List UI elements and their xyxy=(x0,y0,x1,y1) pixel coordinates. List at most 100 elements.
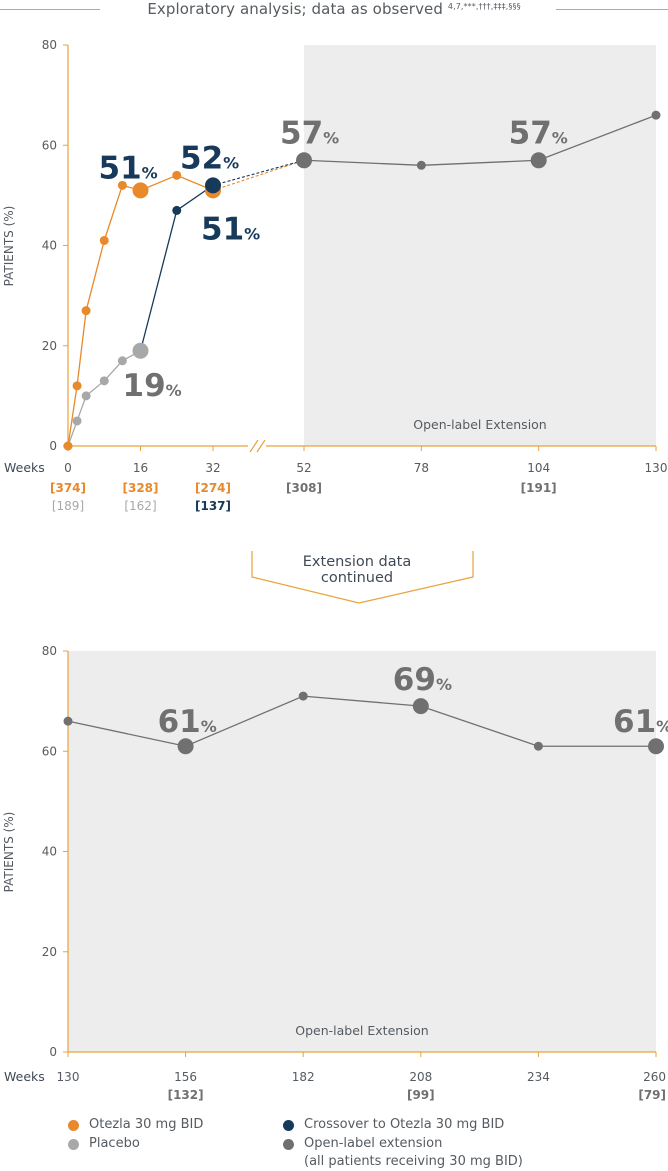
n-label: [374] xyxy=(50,481,86,495)
data-point-otezla xyxy=(172,170,182,180)
dashed-link xyxy=(212,159,305,186)
series-line-ole xyxy=(67,695,656,747)
legend-item-ole: Open-label extension (all patients recei… xyxy=(283,1135,523,1171)
x-tick-label: 104 xyxy=(527,461,550,475)
value-percent: % xyxy=(142,163,158,182)
data-point-otezla xyxy=(81,306,91,316)
connector-bracket xyxy=(251,551,474,604)
y-tick-label: 60 xyxy=(42,744,57,758)
data-point-otezla xyxy=(63,441,73,451)
y-tick-label: 60 xyxy=(42,138,57,152)
legend-swatch-otezla xyxy=(68,1120,79,1131)
value-label: 19% xyxy=(123,368,182,404)
n-label: [162] xyxy=(124,499,156,513)
x-axis-word: Weeks xyxy=(4,1069,45,1084)
legend-item-crossover: Crossover to Otezla 30 mg BID xyxy=(283,1116,504,1134)
data-point-placebo xyxy=(117,356,127,366)
chart-header: Exploratory analysis; data as observed 4… xyxy=(0,0,668,18)
axis-break-mark xyxy=(249,439,259,453)
n-label: [79] xyxy=(638,1088,666,1102)
data-point-ole xyxy=(63,716,73,726)
data-point-ole xyxy=(416,160,426,170)
legend-label-otezla: Otezla 30 mg BID xyxy=(89,1117,204,1132)
y-tick-label: 80 xyxy=(42,38,57,52)
connector-label-line2: continued xyxy=(321,570,393,586)
data-point-placebo xyxy=(99,376,109,386)
data-point-crossover xyxy=(172,205,182,215)
highlight-point-ole xyxy=(296,152,312,169)
series-line-otezla xyxy=(67,174,214,447)
value-percent: % xyxy=(244,224,260,243)
value-number: 57 xyxy=(509,115,552,151)
highlight-point-ole xyxy=(412,698,429,715)
x-tick-label: 182 xyxy=(292,1070,315,1084)
data-point-placebo xyxy=(81,391,91,401)
value-label: 51% xyxy=(201,211,260,247)
axis-break-mark xyxy=(256,439,266,453)
x-tick-label: 156 xyxy=(174,1070,197,1084)
dashed-link xyxy=(212,159,305,191)
value-label: 69% xyxy=(393,662,452,698)
y-tick-label: 20 xyxy=(42,945,57,959)
x-tick-label: 130 xyxy=(57,1070,80,1084)
highlight-point-ole xyxy=(530,152,547,169)
data-point-otezla xyxy=(72,381,82,391)
x-tick-label: 260 xyxy=(643,1070,666,1084)
y-tick-label: 0 xyxy=(49,439,57,453)
x-tick-label: 52 xyxy=(296,461,311,475)
x-tick-label: 130 xyxy=(645,461,668,475)
shaded-region xyxy=(68,651,656,1052)
header: Exploratory analysis; data as observed 4… xyxy=(0,0,668,26)
legend-label-crossover: Crossover to Otezla 30 mg BID xyxy=(304,1117,505,1132)
value-percent: % xyxy=(552,128,568,147)
x-tick-label: 0 xyxy=(64,461,72,475)
n-label: [99] xyxy=(407,1088,435,1102)
value-label: 52% xyxy=(180,140,239,176)
value-number: 69 xyxy=(393,662,436,698)
y-tick-label: 40 xyxy=(42,845,57,859)
value-number: 61 xyxy=(158,704,201,740)
value-percent: % xyxy=(201,717,217,736)
x-tick-label: 78 xyxy=(414,461,429,475)
y-tick-label: 40 xyxy=(42,239,57,253)
x-tick-label: 208 xyxy=(409,1070,432,1084)
value-number: 61 xyxy=(613,704,656,740)
value-percent: % xyxy=(656,717,668,736)
n-label: [308] xyxy=(286,481,322,495)
data-point-ole xyxy=(533,741,543,751)
legend-label-placebo: Placebo xyxy=(89,1136,140,1151)
header-title-refs: 4,7,***,†††,‡‡‡,§§§ xyxy=(447,2,521,11)
n-label: [137] xyxy=(195,499,231,513)
legend-item-placebo: Placebo xyxy=(68,1135,140,1153)
y-axis-label: PATIENTS (%) xyxy=(2,206,16,287)
header-rule-left xyxy=(0,9,100,10)
data-point-otezla xyxy=(117,180,127,190)
value-label: 51% xyxy=(99,150,158,186)
x-tick-label: 234 xyxy=(527,1070,550,1084)
value-number: 19 xyxy=(123,368,166,404)
value-number: 57 xyxy=(280,115,323,151)
value-number: 51 xyxy=(201,211,244,247)
highlight-point-crossover xyxy=(205,177,221,194)
value-number: 51 xyxy=(99,150,142,186)
value-percent: % xyxy=(223,153,239,172)
value-percent: % xyxy=(166,381,182,400)
data-point-otezla xyxy=(99,235,109,245)
legend-swatch-ole xyxy=(283,1139,294,1150)
legend-label-ole: Open-label extension (all patients recei… xyxy=(304,1136,523,1169)
value-label: 61% xyxy=(158,704,217,740)
extension-connector: Extension data continued xyxy=(251,551,474,604)
shaded-region xyxy=(304,45,656,446)
legend-item-otezla: Otezla 30 mg BID xyxy=(68,1116,203,1134)
y-tick-label: 80 xyxy=(42,644,57,658)
header-title: Exploratory analysis; data as observed xyxy=(147,0,443,18)
value-percent: % xyxy=(323,128,339,147)
data-point-placebo xyxy=(72,416,82,426)
data-point-ole xyxy=(651,110,661,120)
highlight-point-placebo xyxy=(132,342,149,359)
y-axis-label: PATIENTS (%) xyxy=(2,812,16,893)
value-label: 57% xyxy=(509,115,568,151)
y-tick-label: 20 xyxy=(42,339,57,353)
value-label: 57% xyxy=(280,115,339,151)
y-tick-label: 0 xyxy=(49,1045,57,1059)
